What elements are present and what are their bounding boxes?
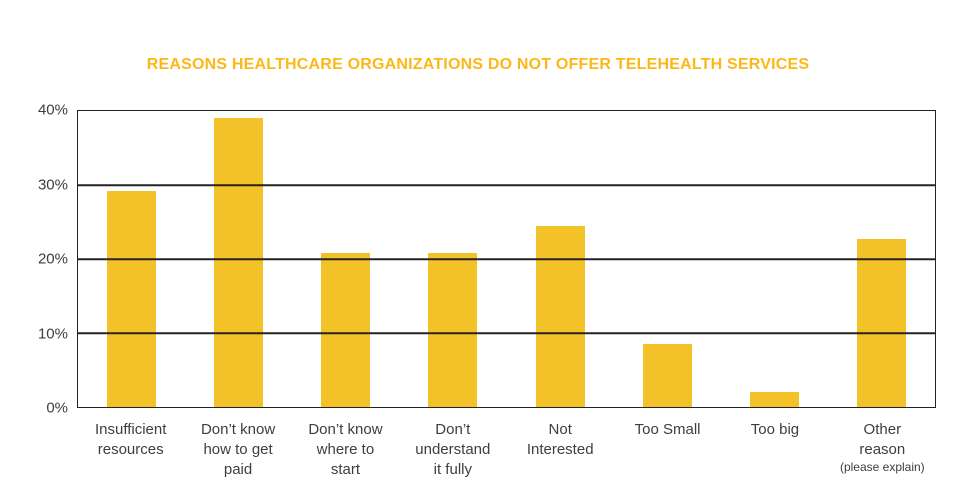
bar: [856, 239, 906, 407]
bar-column: [399, 111, 506, 407]
category-label: Not Interested: [507, 420, 614, 480]
bar-column: [185, 111, 292, 407]
category-label: Don’t know where to start: [292, 420, 399, 480]
category-label-line: Don’t: [435, 421, 471, 438]
bar: [107, 190, 157, 407]
category-label-line: how to get: [203, 441, 273, 458]
bar: [749, 392, 799, 407]
category-label: Too big: [721, 420, 828, 480]
category-label-line: paid: [223, 461, 253, 478]
gridline: [78, 184, 935, 186]
bar-column: [78, 111, 185, 407]
category-label-line: Too big: [750, 421, 800, 438]
gridline: [78, 258, 935, 260]
y-tick-label: 0%: [46, 399, 68, 417]
bar: [321, 253, 371, 407]
bar-column: [828, 111, 935, 407]
bar: [214, 117, 264, 407]
y-tick-label: 10%: [37, 325, 68, 342]
category-label: Other reason (please explain): [829, 420, 936, 480]
plot-area: [77, 110, 936, 408]
y-tick-label: 20%: [37, 250, 68, 268]
bar: [642, 344, 692, 407]
y-tick-label: 40%: [37, 101, 68, 119]
category-label-line: Insufficient: [94, 421, 167, 438]
category-label: Insufficient resources: [77, 420, 184, 480]
bar: [535, 225, 585, 407]
category-label-line: resources: [97, 441, 164, 458]
category-label-line: where to: [316, 441, 375, 458]
category-label-line: Don’t know: [200, 421, 276, 438]
bar: [428, 253, 478, 407]
category-label-line: it fully: [433, 461, 472, 478]
chart-title: REASONS HEALTHCARE ORGANIZATIONS DO NOT …: [146, 56, 810, 73]
bar-column: [614, 111, 721, 407]
category-label-line: Interested: [526, 441, 594, 458]
category-label-line: reason: [859, 441, 906, 458]
bar-column: [721, 111, 828, 407]
category-label: Don’t know how to get paid: [184, 420, 291, 480]
bars-row: [78, 111, 935, 407]
category-label-line: start: [330, 461, 361, 478]
category-label-line: understand: [415, 441, 491, 458]
y-tick-label: 30%: [37, 176, 68, 193]
gridline: [78, 332, 935, 334]
category-label-line: Other: [863, 421, 902, 438]
category-label-note: (please explain): [839, 460, 925, 474]
y-axis: 40% 30% 20% 10% 0%: [0, 102, 68, 417]
category-label: Don’t understand it fully: [399, 420, 506, 480]
category-label-line: Not: [548, 421, 572, 438]
category-label-line: Don’t know: [308, 421, 383, 438]
x-axis: Insufficient resources Don’t know how to ge…: [77, 420, 936, 480]
bar-column: [292, 111, 399, 407]
category-label-line: Too Small: [634, 421, 701, 438]
bar-column: [507, 111, 614, 407]
category-label: Too Small: [614, 420, 721, 480]
